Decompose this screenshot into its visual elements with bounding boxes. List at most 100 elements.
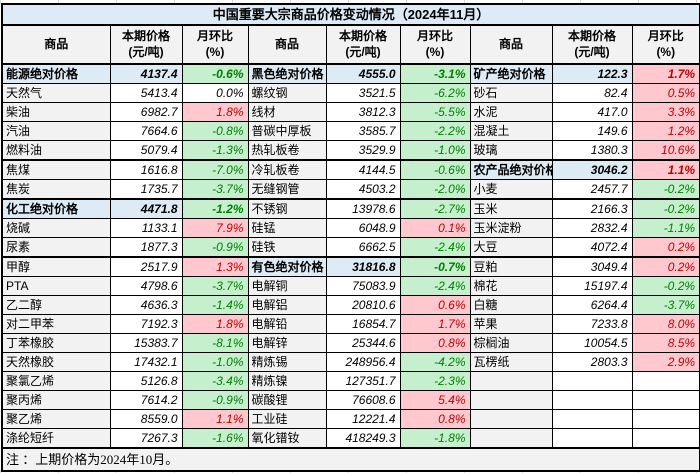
- mom-change-cell: -2.3%: [399, 371, 471, 391]
- commodity-name-cell: 无缝钢管: [247, 179, 327, 200]
- commodity-name-cell: 燃料油: [1, 140, 111, 161]
- mom-change-cell: -0.6%: [181, 63, 249, 84]
- price-cell: 25344.6: [325, 333, 401, 353]
- mom-change-cell: -0.2%: [631, 276, 700, 296]
- column-header-mom: 月环比 (%): [181, 24, 249, 65]
- commodity-name-cell: 聚氯乙烯: [1, 371, 111, 391]
- price-cell: 2832.4: [551, 218, 633, 238]
- column-header-mom-line: (%): [205, 44, 225, 59]
- column-header-price-line: (元/吨): [345, 44, 381, 59]
- column-header-price-line: 本期价格: [121, 28, 170, 43]
- mom-change-cell: -1.2%: [181, 198, 249, 219]
- mom-change-cell: -3.7%: [181, 276, 249, 296]
- commodity-name-cell: 电解铜: [247, 276, 327, 296]
- commodity-name-cell: 螺纹钢: [247, 83, 327, 103]
- mom-change-cell: -1.8%: [399, 428, 471, 449]
- price-cell: 17432.1: [109, 352, 183, 372]
- mom-change-cell: -2.0%: [399, 179, 471, 200]
- mom-change-cell: 7.9%: [181, 218, 249, 238]
- mom-change-cell: -2.7%: [399, 198, 471, 219]
- empty-price-cell: [551, 371, 633, 391]
- commodity-name-cell: 农产品绝对价格: [469, 159, 553, 180]
- price-cell: 2803.3: [551, 352, 633, 372]
- commodity-name-cell: 棕榈油: [469, 333, 553, 353]
- mom-change-cell: 1.1%: [181, 409, 249, 429]
- mom-change-cell: 0.6%: [399, 295, 471, 315]
- commodity-name-cell: 混凝土: [469, 121, 553, 141]
- price-cell: 16854.7: [325, 314, 401, 334]
- mom-change-cell: -0.2%: [631, 198, 700, 219]
- price-cell: 20810.6: [325, 295, 401, 315]
- price-cell: 15383.7: [109, 333, 183, 353]
- commodity-name-cell: 甲醇: [1, 256, 111, 277]
- page-title: 中国重要大宗商品价格变动情况（2024年11月）: [1, 3, 700, 26]
- mom-change-cell: -1.0%: [181, 352, 249, 372]
- mom-change-cell: 0.0%: [181, 83, 249, 103]
- column-header-mom: 月环比 (%): [631, 24, 700, 65]
- column-header-price-line: (元/吨): [574, 44, 610, 59]
- commodity-name-cell: 焦煤: [1, 159, 111, 180]
- empty-price-cell: [551, 428, 633, 449]
- mom-change-cell: 1.8%: [181, 314, 249, 334]
- commodity-name-cell: 线材: [247, 102, 327, 122]
- mom-change-cell: 0.8%: [399, 409, 471, 429]
- price-cell: 4144.5: [325, 159, 401, 180]
- price-cell: 7267.3: [109, 428, 183, 449]
- price-cell: 4072.4: [551, 237, 633, 258]
- commodity-name-cell: 电解铅: [247, 314, 327, 334]
- mom-change-cell: -5.5%: [399, 102, 471, 122]
- commodity-name-cell: 硅锰: [247, 218, 327, 238]
- price-cell: 15197.4: [551, 276, 633, 296]
- price-cell: 2166.3: [551, 198, 633, 219]
- mom-change-cell: -1.1%: [631, 218, 700, 238]
- empty-commodity-cell: [469, 371, 553, 391]
- mom-change-cell: -0.8%: [181, 121, 249, 141]
- price-cell: 75083.9: [325, 276, 401, 296]
- commodity-name-cell: 精炼镍: [247, 371, 327, 391]
- price-cell: 12221.4: [325, 409, 401, 429]
- mom-change-cell: -1.3%: [181, 140, 249, 161]
- commodity-name-cell: 天然橡胶: [1, 352, 111, 372]
- mom-change-cell: -0.2%: [631, 179, 700, 200]
- mom-change-cell: 0.2%: [631, 237, 700, 258]
- column-header-mom-line: (%): [425, 44, 445, 59]
- mom-change-cell: 0.1%: [399, 218, 471, 238]
- commodity-name-cell: 碳酸锂: [247, 390, 327, 410]
- commodity-name-cell: 汽油: [1, 121, 111, 141]
- price-cell: 7233.8: [551, 314, 633, 334]
- commodity-name-cell: 玉米淀粉: [469, 218, 553, 238]
- price-cell: 3529.9: [325, 140, 401, 161]
- column-header-price: 本期价格 (元/吨): [109, 24, 183, 65]
- column-header-price-line: (元/吨): [128, 44, 164, 59]
- mom-change-cell: -3.7%: [631, 295, 700, 315]
- mom-change-cell: -0.6%: [399, 159, 471, 180]
- price-cell: 6662.5: [325, 237, 401, 258]
- column-header-price: 本期价格 (元/吨): [325, 24, 401, 65]
- mom-change-cell: -2.4%: [399, 276, 471, 296]
- commodity-name-cell: 玉米: [469, 198, 553, 219]
- mom-change-cell: -7.0%: [181, 159, 249, 180]
- price-cell: 7192.3: [109, 314, 183, 334]
- commodity-name-cell: 能源绝对价格: [1, 63, 111, 84]
- price-cell: 31816.8: [325, 256, 401, 277]
- column-header-price-line: 本期价格: [567, 28, 616, 43]
- mom-change-cell: -6.2%: [399, 83, 471, 103]
- mom-change-cell: 1.7%: [631, 63, 700, 84]
- mom-change-cell: -0.9%: [181, 390, 249, 410]
- price-cell: 2457.7: [551, 179, 633, 200]
- price-cell: 1877.3: [109, 237, 183, 258]
- price-cell: 7614.2: [109, 390, 183, 410]
- mom-change-cell: -4.2%: [399, 352, 471, 372]
- price-cell: 4636.3: [109, 295, 183, 315]
- commodity-name-cell: 焦炭: [1, 179, 111, 200]
- price-cell: 248956.4: [325, 352, 401, 372]
- commodity-name-cell: 电解锌: [247, 333, 327, 353]
- mom-change-cell: 5.4%: [399, 390, 471, 410]
- price-cell: 3585.7: [325, 121, 401, 141]
- price-cell: 1133.1: [109, 218, 183, 238]
- price-cell: 4555.0: [325, 63, 401, 84]
- commodity-name-cell: 有色绝对价格: [247, 256, 327, 277]
- commodity-name-cell: 苹果: [469, 314, 553, 334]
- price-cell: 1380.3: [551, 140, 633, 161]
- commodity-name-cell: 棉花: [469, 276, 553, 296]
